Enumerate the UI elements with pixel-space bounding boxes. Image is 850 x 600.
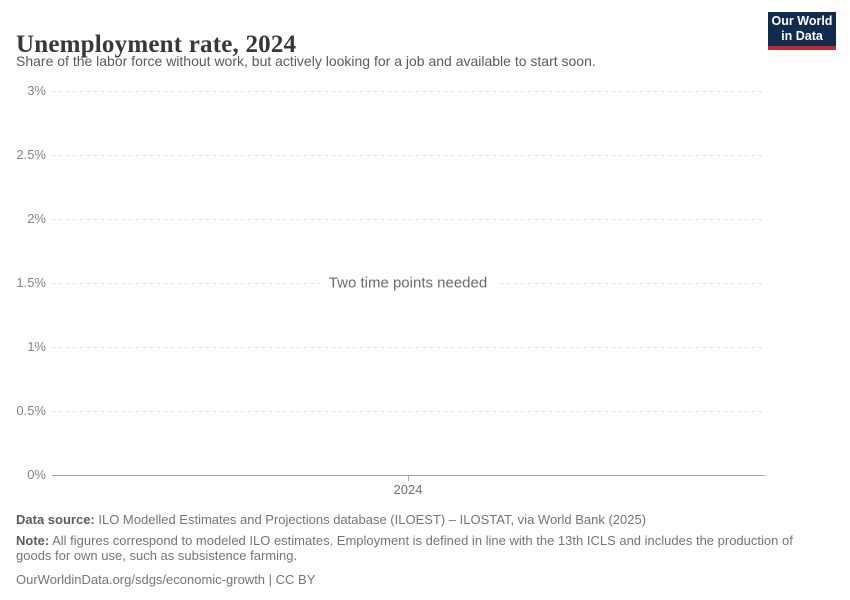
citation-line: OurWorldinData.org/sdgs/economic-growth … [16, 572, 796, 588]
owid-logo[interactable]: Our World in Data [768, 12, 836, 50]
x-axis-tick-label: 2024 [393, 482, 423, 497]
data-source-label: Data source: [16, 512, 95, 527]
license-label: CC BY [275, 571, 316, 587]
data-source-text: ILO Modelled Estimates and Projections d… [94, 512, 647, 527]
y-axis-tick-label: 0% [27, 467, 46, 482]
data-source-line: Data source: ILO Modelled Estimates and … [16, 512, 796, 528]
no-data-message: Two time points needed [319, 273, 497, 293]
owid-logo-line1: Our World [771, 14, 833, 28]
y-gridline [52, 411, 765, 412]
owid-logo-line2: in Data [781, 29, 823, 43]
note-label: Note: [16, 532, 50, 548]
note-line: Note: All figures correspond to modeled … [16, 533, 796, 564]
y-gridline [52, 219, 765, 220]
citation-link[interactable]: OurWorldinData.org/sdgs/economic-growth [16, 571, 266, 587]
citation-separator: | [265, 571, 276, 587]
y-axis-tick-label: 2% [27, 211, 46, 226]
y-axis-tick-label: 1.5% [16, 275, 46, 290]
y-gridline [52, 347, 765, 348]
y-axis-tick-label: 2.5% [16, 147, 46, 162]
x-axis-line [52, 475, 765, 476]
chart-footer: Data source: ILO Modelled Estimates and … [16, 512, 796, 587]
page-title: Unemployment rate, 2024 [16, 30, 297, 58]
x-axis-tick [408, 476, 409, 481]
note-text: All figures correspond to modeled ILO es… [16, 532, 793, 564]
y-axis-tick-label: 0.5% [16, 403, 46, 418]
y-axis-tick-label: 3% [27, 83, 46, 98]
y-axis-tick-label: 1% [27, 339, 46, 354]
y-gridline [52, 155, 765, 156]
y-gridline [52, 91, 765, 92]
page-subtitle: Share of the labor force without work, b… [16, 53, 596, 69]
